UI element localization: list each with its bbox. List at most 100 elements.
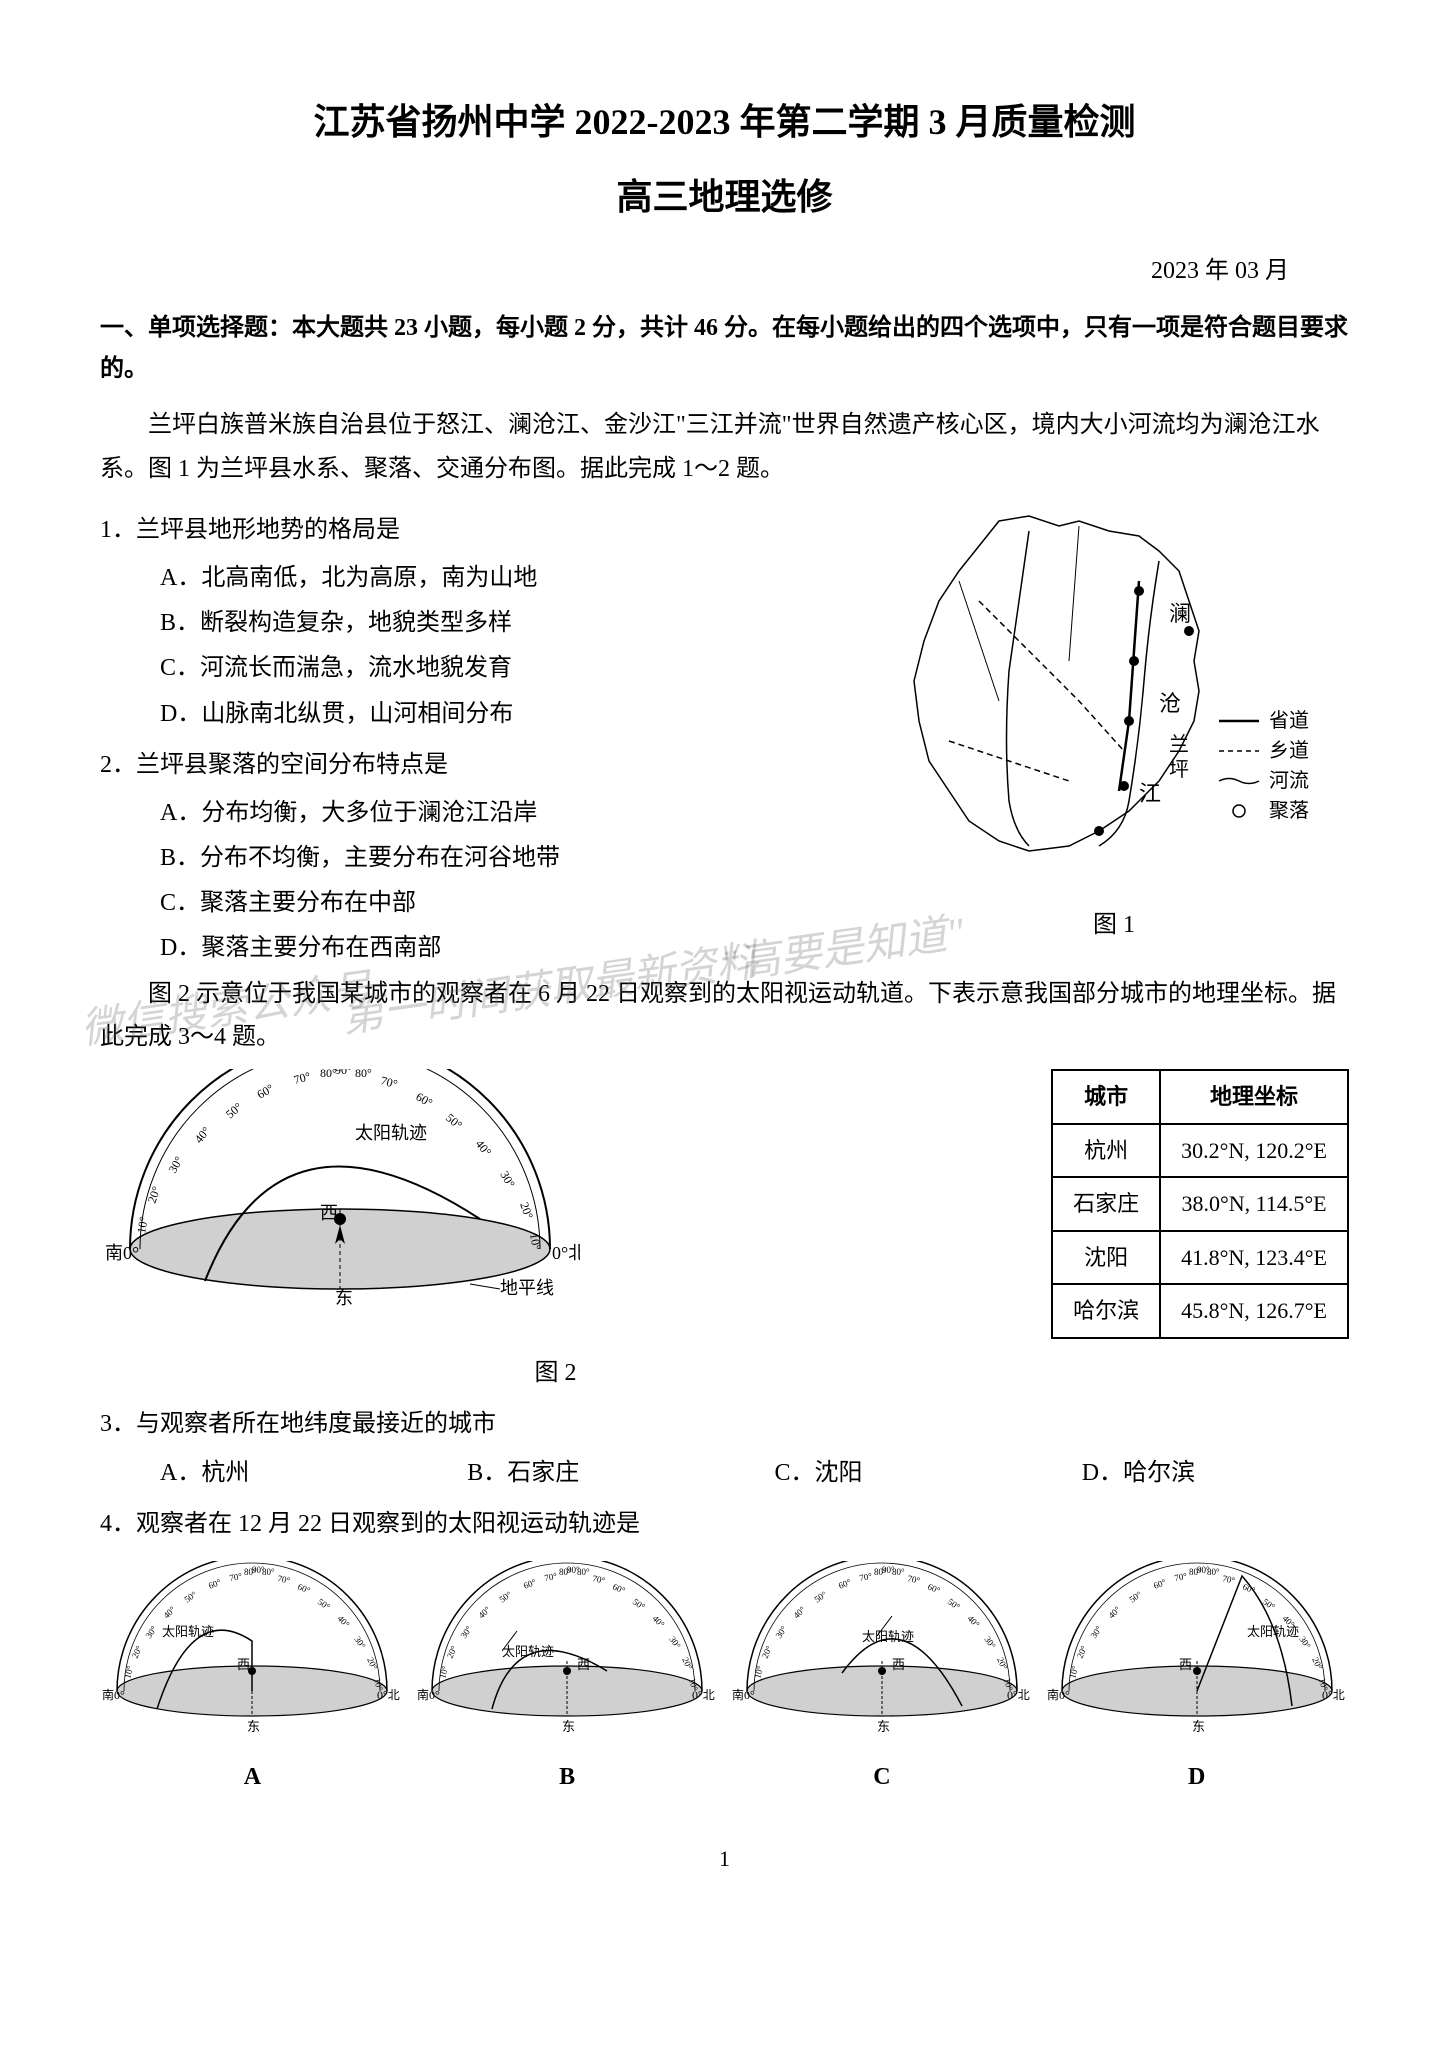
svg-text:30°: 30°: [459, 1624, 475, 1640]
q2-option-b: B．分布不均衡，主要分布在河谷地带: [100, 837, 859, 880]
q1-option-a: A．北高南低，北为高原，南为山地: [100, 557, 859, 600]
passage-1: 兰坪白族普米族自治县位于怒江、澜沧江、金沙江"三江并流"世界自然遗产核心区，境内…: [100, 404, 1349, 490]
svg-text:坪: 坪: [1169, 758, 1189, 781]
q2-option-c: C．聚落主要分布在中部: [100, 882, 859, 925]
svg-text:东: 东: [1192, 1719, 1205, 1734]
svg-text:澜: 澜: [1169, 601, 1191, 626]
q4-option-d: 太阳轨迹 西 东 南0° 0°北 10° 20° 30° 40° 50° 60°…: [1044, 1561, 1349, 1799]
exam-date: 2023 年 03 月: [100, 250, 1349, 293]
svg-text:东: 东: [335, 1288, 353, 1308]
svg-text:80°: 80°: [262, 1567, 275, 1577]
coord-table: 城市 地理坐标 杭州30.2°N, 120.2°E 石家庄38.0°N, 114…: [1051, 1069, 1349, 1339]
svg-text:60°: 60°: [837, 1577, 853, 1591]
svg-text:50°: 50°: [223, 1100, 245, 1122]
svg-text:30°: 30°: [165, 1154, 186, 1176]
svg-text:南0°: 南0°: [417, 1687, 440, 1702]
svg-text:80°: 80°: [1207, 1567, 1220, 1577]
title-sub: 高三地理选修: [100, 165, 1349, 230]
svg-text:20°: 20°: [517, 1200, 536, 1221]
svg-text:10°: 10°: [1067, 1664, 1080, 1679]
svg-text:太阳轨迹: 太阳轨迹: [355, 1123, 427, 1143]
svg-text:东: 东: [247, 1719, 260, 1734]
svg-text:30°: 30°: [667, 1634, 683, 1650]
svg-text:70°: 70°: [858, 1571, 873, 1583]
svg-text:西: 西: [237, 1657, 250, 1672]
svg-text:60°: 60°: [414, 1089, 436, 1110]
svg-text:10°: 10°: [437, 1664, 450, 1679]
svg-text:60°: 60°: [255, 1081, 277, 1102]
svg-text:40°: 40°: [965, 1613, 981, 1629]
q4-option-b: 太阳轨迹 西 东 南0° 0°北 10° 20° 30° 40° 50° 60°…: [415, 1561, 720, 1799]
svg-text:东: 东: [562, 1719, 575, 1734]
figure-2-sun-diagram: 太阳轨迹 西 东 南0° 0°北 地平线 10° 20° 30° 40° 50°…: [100, 1069, 1011, 1395]
svg-text:河流: 河流: [1269, 769, 1309, 792]
svg-text:50°: 50°: [183, 1589, 199, 1605]
svg-text:50°: 50°: [812, 1589, 828, 1605]
svg-text:10°: 10°: [123, 1664, 136, 1679]
svg-text:70°: 70°: [1221, 1573, 1236, 1585]
svg-text:40°: 40°: [473, 1137, 495, 1159]
q2-stem: 2．兰坪县聚落的空间分布特点是: [100, 744, 859, 787]
q3-options: A．杭州 B．石家庄 C．沈阳 D．哈尔滨: [100, 1452, 1349, 1495]
svg-text:40°: 40°: [192, 1124, 214, 1146]
svg-text:70°: 70°: [379, 1073, 399, 1091]
passage-2: 图 2 示意位于我国某城市的观察者在 6 月 22 日观察到的太阳视运动轨道。下…: [100, 973, 1349, 1059]
svg-text:30°: 30°: [773, 1624, 789, 1640]
title-main: 江苏省扬州中学 2022-2023 年第二学期 3 月质量检测: [100, 90, 1349, 155]
svg-text:60°: 60°: [297, 1582, 313, 1596]
svg-text:20°: 20°: [1310, 1656, 1325, 1672]
svg-text:80°: 80°: [355, 1069, 372, 1080]
svg-text:40°: 40°: [1106, 1604, 1122, 1620]
svg-text:南0°: 南0°: [1047, 1687, 1070, 1702]
svg-text:西: 西: [1179, 1657, 1192, 1672]
svg-text:70°: 70°: [592, 1573, 607, 1585]
svg-text:西: 西: [892, 1657, 905, 1672]
svg-text:60°: 60°: [522, 1577, 538, 1591]
svg-text:50°: 50°: [631, 1596, 647, 1612]
q4-option-a: 太阳轨迹 西 东 南0° 0°北 10° 20° 30° 40° 50° 60°…: [100, 1561, 405, 1799]
svg-text:太阳轨迹: 太阳轨迹: [502, 1644, 554, 1659]
svg-text:50°: 50°: [443, 1111, 465, 1133]
svg-text:50°: 50°: [946, 1596, 962, 1612]
page-number: 1: [100, 1839, 1349, 1879]
svg-text:20°: 20°: [680, 1656, 695, 1672]
svg-text:70°: 70°: [544, 1571, 559, 1583]
svg-text:20°: 20°: [145, 1184, 164, 1205]
figure-1-map: 澜 沧 江 兰 坪 省道 乡道 河流 聚落 图 1: [879, 501, 1349, 947]
svg-text:70°: 70°: [1173, 1571, 1188, 1583]
svg-text:0°北: 0°北: [552, 1243, 580, 1263]
svg-text:10°: 10°: [752, 1664, 765, 1679]
svg-text:60°: 60°: [1152, 1577, 1168, 1591]
q4-diagrams: 太阳轨迹 西 东 南0° 0°北 10° 20° 30° 40° 50° 60°…: [100, 1561, 1349, 1799]
svg-text:南0°: 南0°: [102, 1687, 125, 1702]
svg-text:聚落: 聚落: [1269, 799, 1309, 822]
svg-text:乡道: 乡道: [1269, 739, 1309, 762]
svg-text:10°: 10°: [134, 1215, 151, 1234]
svg-text:40°: 40°: [791, 1604, 807, 1620]
q4-option-c: 太阳轨迹 西 东 南0° 0°北 10° 20° 30° 40° 50° 60°…: [730, 1561, 1035, 1799]
q1-stem: 1．兰坪县地形地势的格局是: [100, 509, 859, 552]
q3-stem: 3．与观察者所在地纬度最接近的城市: [100, 1403, 1349, 1446]
svg-text:10°: 10°: [527, 1232, 544, 1251]
svg-text:太阳轨迹: 太阳轨迹: [862, 1629, 914, 1644]
q2-option-a: A．分布均衡，大多位于澜沧江沿岸: [100, 792, 859, 835]
svg-text:江: 江: [1139, 781, 1161, 806]
svg-text:20°: 20°: [995, 1656, 1010, 1672]
svg-text:南0°: 南0°: [732, 1687, 755, 1702]
svg-text:30°: 30°: [144, 1624, 160, 1640]
fig1-caption: 图 1: [879, 904, 1349, 947]
svg-text:30°: 30°: [353, 1634, 369, 1650]
svg-text:20°: 20°: [366, 1656, 381, 1672]
fig2-caption: 图 2: [100, 1352, 1011, 1395]
svg-text:30°: 30°: [982, 1634, 998, 1650]
svg-text:沧: 沧: [1159, 691, 1181, 716]
svg-text:70°: 70°: [906, 1573, 921, 1585]
svg-text:30°: 30°: [1297, 1634, 1313, 1650]
svg-text:90°: 90°: [335, 1069, 352, 1077]
svg-text:兰: 兰: [1169, 733, 1189, 756]
svg-text:50°: 50°: [316, 1596, 332, 1612]
svg-text:80°: 80°: [577, 1567, 590, 1577]
svg-text:西: 西: [320, 1203, 338, 1223]
q2-option-d: D．聚落主要分布在西南部: [100, 927, 859, 970]
q1-option-d: D．山脉南北纵贯，山河相间分布: [100, 693, 859, 736]
